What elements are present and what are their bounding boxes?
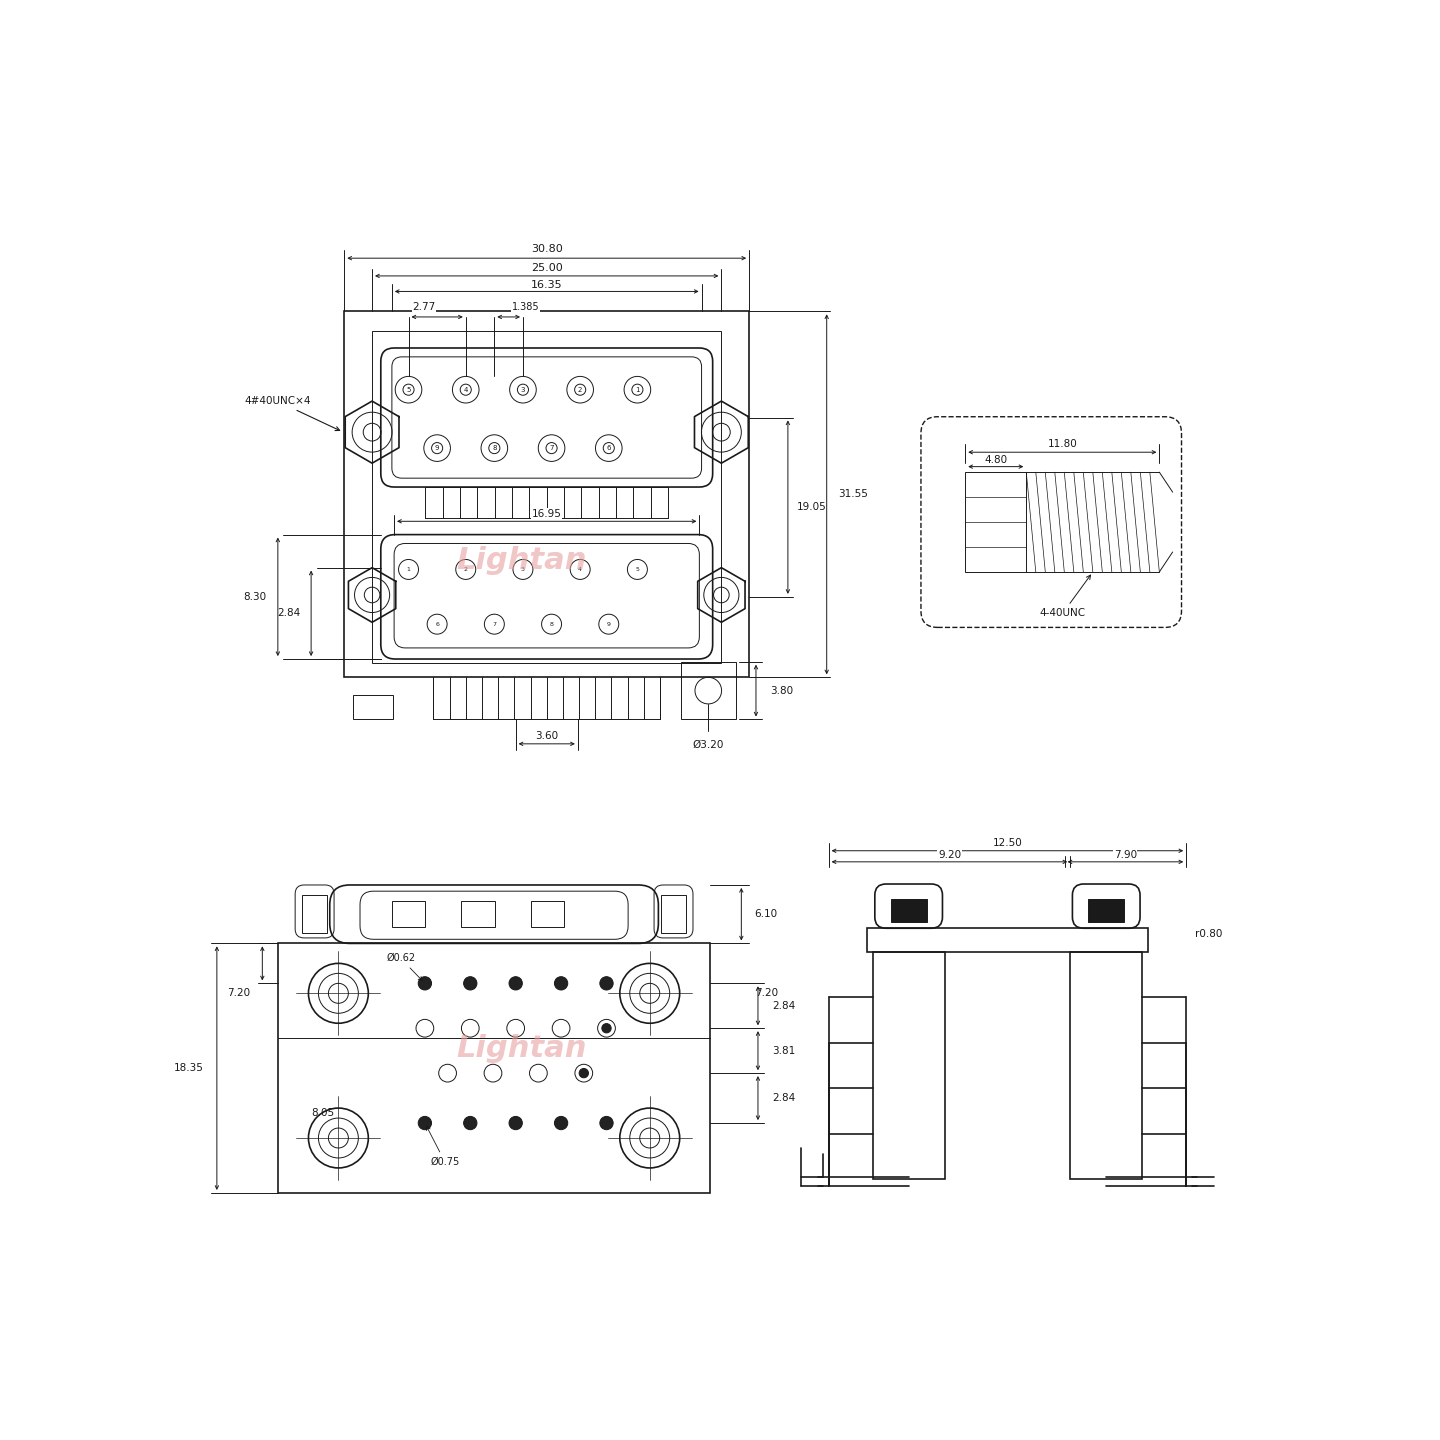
Text: 5: 5: [406, 387, 410, 393]
Circle shape: [579, 1068, 589, 1077]
Text: 6.10: 6.10: [755, 909, 778, 919]
Circle shape: [602, 1024, 611, 1032]
Text: 3: 3: [521, 567, 526, 572]
Text: 9: 9: [435, 445, 439, 451]
Text: 1: 1: [406, 567, 410, 572]
Circle shape: [517, 384, 528, 395]
Circle shape: [464, 976, 477, 989]
Circle shape: [554, 976, 567, 989]
Text: 18.35: 18.35: [174, 1063, 203, 1073]
Text: 4.80: 4.80: [984, 455, 1008, 465]
Circle shape: [632, 384, 642, 395]
Text: 1: 1: [635, 387, 639, 393]
Text: 6: 6: [435, 622, 439, 626]
Bar: [344, 311, 749, 677]
Circle shape: [600, 976, 613, 989]
Text: 8: 8: [492, 445, 497, 451]
Bar: [1070, 952, 1142, 1179]
Circle shape: [488, 442, 500, 454]
Circle shape: [464, 1116, 477, 1130]
Text: 2.84: 2.84: [772, 1093, 796, 1103]
Circle shape: [603, 442, 615, 454]
Bar: [890, 900, 927, 922]
Text: Ø3.20: Ø3.20: [693, 739, 724, 749]
Bar: [867, 929, 1148, 952]
Text: 31.55: 31.55: [838, 490, 868, 500]
Text: Lightan: Lightan: [456, 1034, 588, 1063]
Text: 11.80: 11.80: [1047, 439, 1077, 449]
Text: 2.84: 2.84: [772, 1001, 796, 1011]
Text: 16.35: 16.35: [531, 279, 563, 289]
Text: 6: 6: [606, 445, 611, 451]
Circle shape: [418, 1116, 432, 1130]
Circle shape: [508, 1116, 523, 1130]
Bar: [461, 901, 494, 927]
Bar: [661, 896, 687, 933]
Text: 7: 7: [549, 445, 554, 451]
Circle shape: [508, 976, 523, 989]
Text: 4-40UNC: 4-40UNC: [1040, 575, 1090, 618]
Text: Ø0.62: Ø0.62: [386, 953, 422, 981]
Bar: [873, 952, 945, 1179]
Text: 7.90: 7.90: [1115, 850, 1138, 860]
Text: 2.77: 2.77: [412, 302, 435, 312]
Text: 1.385: 1.385: [511, 302, 539, 312]
Text: 9.20: 9.20: [937, 850, 960, 860]
Bar: [1089, 900, 1125, 922]
Text: 8.05: 8.05: [311, 1107, 334, 1117]
Circle shape: [403, 384, 415, 395]
Bar: [531, 901, 564, 927]
Text: 19.05: 19.05: [796, 503, 827, 513]
Text: 9: 9: [606, 622, 611, 626]
Text: 4: 4: [464, 387, 468, 393]
Text: 7.20: 7.20: [228, 988, 251, 998]
Text: r0.80: r0.80: [1195, 929, 1223, 939]
Text: 25.00: 25.00: [531, 264, 563, 274]
Circle shape: [432, 442, 442, 454]
Text: 2: 2: [577, 387, 582, 393]
Bar: [353, 696, 393, 720]
Bar: [681, 662, 736, 720]
Circle shape: [461, 384, 471, 395]
Text: 8.30: 8.30: [243, 592, 266, 602]
Text: 5: 5: [635, 567, 639, 572]
Text: 7.20: 7.20: [755, 988, 778, 998]
Text: 4#40UNC×4: 4#40UNC×4: [245, 396, 340, 431]
Text: 2.84: 2.84: [276, 608, 300, 618]
Circle shape: [546, 442, 557, 454]
Text: 16.95: 16.95: [531, 508, 562, 518]
Text: 12.50: 12.50: [992, 838, 1022, 848]
Text: 7: 7: [492, 622, 497, 626]
Circle shape: [575, 384, 586, 395]
Circle shape: [418, 976, 432, 989]
Text: 30.80: 30.80: [531, 245, 563, 255]
Text: 8: 8: [550, 622, 553, 626]
Bar: [302, 896, 327, 933]
Text: 4: 4: [579, 567, 582, 572]
Bar: [372, 331, 721, 664]
Text: 2: 2: [464, 567, 468, 572]
Text: Ø0.75: Ø0.75: [426, 1126, 459, 1168]
Circle shape: [554, 1116, 567, 1130]
Text: 3.60: 3.60: [536, 732, 559, 742]
Bar: [965, 472, 1027, 572]
Bar: [278, 943, 710, 1192]
Text: 3.80: 3.80: [770, 685, 793, 696]
Text: Lightan: Lightan: [456, 546, 588, 576]
Bar: [392, 901, 425, 927]
Circle shape: [600, 1116, 613, 1130]
Text: 3: 3: [521, 387, 526, 393]
Text: 3.81: 3.81: [772, 1045, 796, 1056]
